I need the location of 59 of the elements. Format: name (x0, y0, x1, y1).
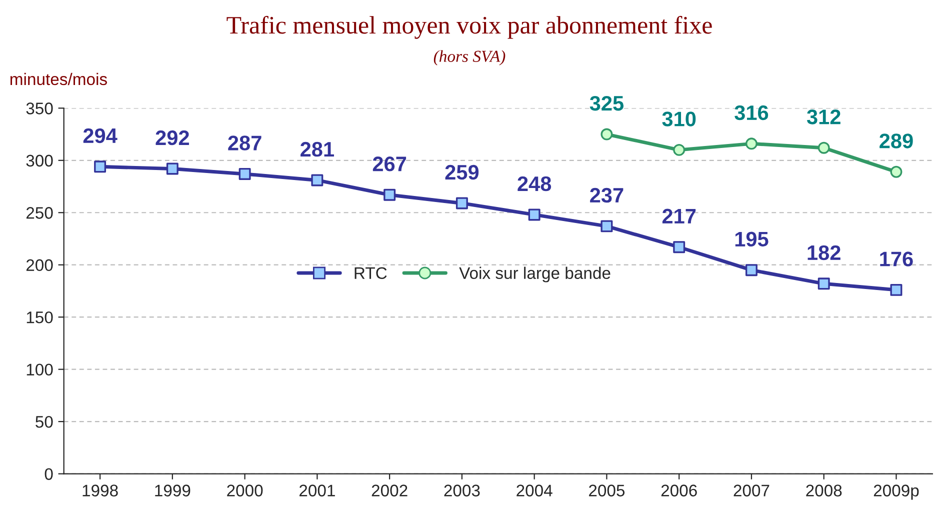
legend-label: RTC (354, 267, 387, 279)
data-label: 310 (662, 112, 696, 126)
point (600, 128, 613, 140)
x-tick-label: 2000 (227, 484, 263, 496)
data-label: 312 (806, 110, 840, 124)
point (673, 144, 686, 156)
point (94, 160, 106, 173)
x-tick-label: 2008 (806, 484, 842, 496)
point (384, 188, 396, 201)
point (745, 264, 758, 276)
data-label: 281 (300, 142, 334, 157)
point (600, 220, 613, 232)
point (166, 162, 178, 175)
y-tick-label: 150 (26, 311, 53, 324)
data-label: 287 (228, 136, 262, 150)
point (311, 174, 324, 186)
x-tick-label: 2001 (299, 484, 335, 496)
x-tick-label: 2004 (516, 484, 552, 496)
legend-label: Voix sur large bande (459, 266, 610, 282)
x-tick-label: 2009p (874, 484, 919, 500)
x-tick-label: 2007 (734, 484, 770, 496)
data-label: 316 (734, 105, 768, 120)
x-tick-label: 2005 (589, 484, 625, 496)
x-tick-label: 2002 (372, 484, 408, 496)
point (528, 208, 540, 221)
x-tick-label: 1999 (155, 484, 190, 496)
point (238, 168, 251, 180)
point (890, 166, 902, 178)
data-label: 267 (372, 156, 406, 172)
chart-title: Trafic mensuel moyen voix par abonnement fixe (226, 16, 712, 39)
data-label: 292 (156, 130, 189, 146)
x-tick-label: 2006 (661, 484, 697, 496)
y-tick-label: 300 (26, 154, 53, 167)
data-label: 176 (880, 252, 913, 266)
y-tick-label: 50 (36, 416, 53, 428)
y-tick-label: 0 (44, 468, 53, 480)
point (673, 241, 686, 254)
y-tick-label: 250 (26, 207, 53, 219)
data-label: 248 (518, 176, 552, 192)
point (818, 278, 830, 290)
data-label: 237 (590, 188, 624, 203)
point (456, 197, 468, 210)
data-label: 325 (590, 96, 624, 111)
y-tick-label: 200 (26, 259, 53, 272)
data-label: 294 (83, 128, 118, 144)
data-label: 217 (662, 208, 696, 224)
chart-subtitle: (hors SVA) (434, 50, 506, 66)
x-tick-label: 2003 (444, 484, 480, 496)
y-axis-title: minutes/mois (10, 72, 107, 86)
data-label: 289 (880, 134, 913, 148)
y-tick-label: 350 (26, 102, 53, 114)
point (890, 284, 902, 296)
data-label: 259 (445, 164, 479, 180)
point (745, 138, 758, 150)
data-label: 182 (808, 245, 840, 260)
point (818, 142, 830, 154)
x-tick-label: 1998 (82, 484, 118, 496)
data-label: 195 (735, 232, 768, 247)
y-tick-label: 100 (26, 364, 53, 376)
